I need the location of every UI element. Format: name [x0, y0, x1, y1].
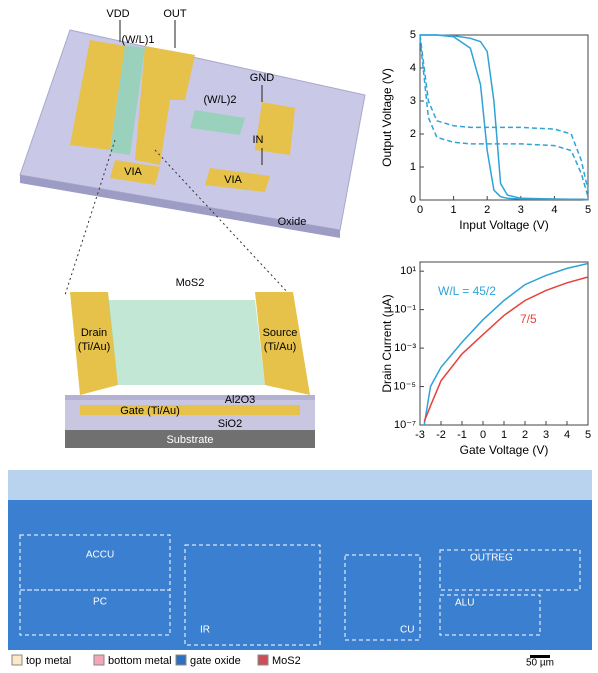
scale-label: 50 µm	[526, 658, 554, 668]
x-tick-label: -2	[436, 429, 446, 441]
plot-frame	[420, 35, 588, 200]
al2o3	[65, 395, 315, 400]
block-label: ALU	[455, 598, 474, 609]
legend-label: gate oxide	[190, 655, 241, 667]
x-tick-label: 5	[585, 429, 591, 441]
block-label: CU	[400, 625, 414, 636]
x-tick-label: 1	[501, 429, 507, 441]
label: GND	[250, 72, 275, 84]
label: Gate (Ti/Au)	[120, 405, 180, 417]
x-tick-label: 4	[551, 204, 557, 216]
y-axis-label: Output Voltage (V)	[380, 68, 394, 167]
x-tick-label: 0	[480, 429, 486, 441]
block-label: PC	[93, 597, 107, 608]
label: SiO2	[218, 418, 242, 430]
label: Substrate	[166, 434, 213, 446]
block-label: IR	[200, 625, 210, 636]
series-line	[420, 35, 588, 200]
x-tick-label: 4	[564, 429, 570, 441]
series-line	[420, 38, 588, 196]
mos2-lattice	[108, 300, 265, 385]
x-tick-label: 2	[484, 204, 490, 216]
device: MoS2 Drain (Ti/Au) Source (Ti/Au) Al2O3 …	[65, 277, 315, 448]
block-label: OUTREG	[470, 553, 513, 564]
gate	[80, 405, 300, 415]
label: Oxide	[278, 216, 307, 228]
label: Drain	[81, 327, 107, 339]
series-label: 7/5	[520, 312, 537, 326]
legend-label: MoS2	[272, 655, 301, 667]
label: Source	[263, 327, 298, 339]
x-tick-label: 1	[451, 204, 457, 216]
series-label: W/L = 45/2	[438, 284, 496, 298]
series-line	[420, 35, 588, 200]
y-tick-label: 4	[410, 62, 416, 74]
legend-swatch	[12, 655, 22, 665]
label: Al2O3	[225, 394, 256, 406]
x-tick-label: 3	[543, 429, 549, 441]
label: (W/L)2	[204, 94, 237, 106]
x-axis-label: Gate Voltage (V)	[460, 443, 549, 457]
chip	[8, 500, 592, 650]
y-tick-label: 0	[410, 194, 416, 206]
legend-label: bottom metal	[108, 655, 172, 667]
y-tick-label: 10¹	[400, 265, 416, 277]
x-tick-label: 2	[522, 429, 528, 441]
x-tick-label: -1	[457, 429, 467, 441]
block-label: ACCU	[86, 550, 114, 561]
label: OUT	[163, 8, 187, 20]
figure: VDD OUT (W/L)1 (W/L)2 GND IN VIA VIA Oxi…	[0, 0, 598, 668]
x-axis-label: Input Voltage (V)	[459, 218, 548, 232]
schematic: VDD OUT (W/L)1 (W/L)2 GND IN VIA VIA Oxi…	[20, 8, 365, 295]
y-tick-label: 10⁻⁵	[393, 380, 416, 392]
label: (W/L)1	[122, 34, 155, 46]
label: (Ti/Au)	[264, 341, 297, 353]
x-tick-label: -3	[415, 429, 425, 441]
y-tick-label: 2	[410, 128, 416, 140]
y-tick-label: 3	[410, 95, 416, 107]
label: MoS2	[176, 277, 205, 289]
micrograph: ACCU PC IR CU OUTREG ALU 50 µm	[8, 470, 592, 668]
y-tick-label: 1	[410, 161, 416, 173]
y-tick-label: 10⁻¹	[394, 304, 416, 316]
pad	[255, 102, 295, 155]
y-axis-label: Drain Current (µA)	[380, 294, 394, 392]
legend-swatch	[258, 655, 268, 665]
series-line	[420, 35, 588, 190]
y-tick-label: 5	[410, 29, 416, 41]
label: VIA	[224, 174, 242, 186]
label: VDD	[106, 8, 129, 20]
label: VIA	[124, 166, 142, 178]
label: (Ti/Au)	[78, 341, 111, 353]
x-tick-label: 3	[518, 204, 524, 216]
x-tick-label: 0	[417, 204, 423, 216]
y-tick-label: 10⁻³	[394, 342, 416, 354]
chip-top	[8, 470, 592, 500]
legend-swatch	[94, 655, 104, 665]
label: IN	[253, 134, 264, 146]
x-tick-label: 5	[585, 204, 591, 216]
legend-label: top metal	[26, 655, 71, 667]
legend-swatch	[176, 655, 186, 665]
y-tick-label: 10⁻⁷	[394, 419, 416, 431]
